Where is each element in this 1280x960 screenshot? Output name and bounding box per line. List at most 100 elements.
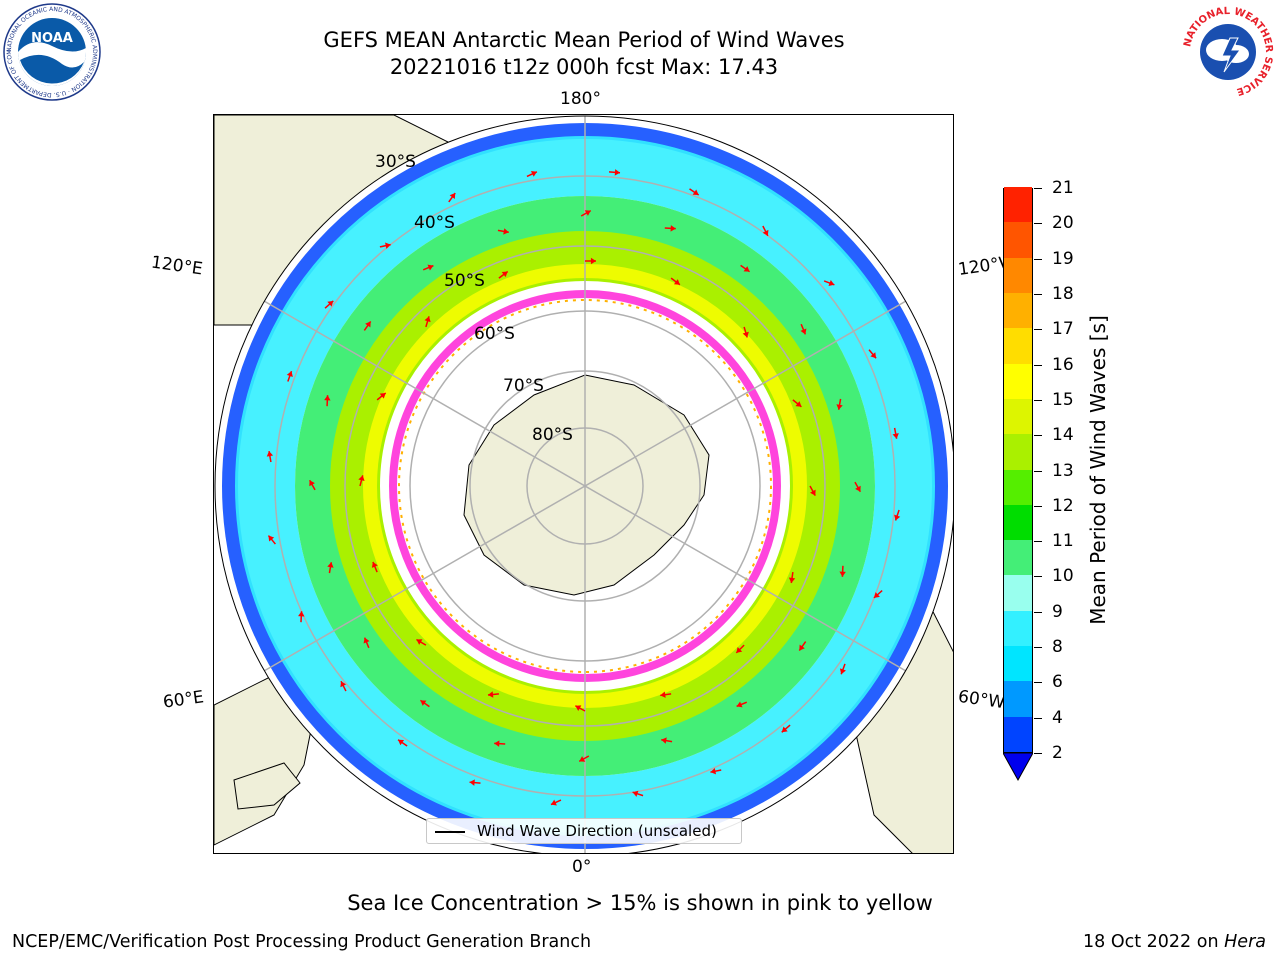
- colorbar-tick: [1034, 647, 1042, 649]
- legend-line-swatch: [435, 831, 465, 833]
- colorbar-tick-label: 12: [1052, 495, 1074, 516]
- wave-direction-arrowhead: [736, 701, 743, 708]
- wave-direction-arrowhead: [614, 169, 621, 176]
- lat-label-70s: 70°S: [503, 376, 544, 396]
- lon-label-0: 0°: [572, 857, 592, 877]
- lat-label-80s: 80°S: [532, 425, 573, 445]
- wave-direction-arrowhead: [494, 740, 500, 747]
- colorbar-segment: [1004, 221, 1032, 258]
- wave-direction-arrowhead: [873, 592, 880, 598]
- lon-label-60e: 60°E: [161, 687, 206, 713]
- lat-label-30s: 30°S: [375, 152, 416, 172]
- colorbar-segment: [1004, 680, 1032, 717]
- colorbar-segment: [1004, 257, 1032, 293]
- colorbar-segment: [1004, 398, 1032, 435]
- wave-direction-arrowhead: [839, 668, 846, 675]
- colorbar-tick-label: 15: [1052, 389, 1074, 410]
- polar-stereographic-map: [214, 115, 953, 853]
- colorbar-segment: [1004, 716, 1032, 752]
- colorbar-tick-label: 11: [1052, 531, 1074, 552]
- wave-direction-arrowhead: [371, 561, 378, 568]
- colorbar-tick: [1034, 293, 1042, 295]
- wave-direction-arrowhead: [398, 739, 405, 746]
- colorbar-segment: [1004, 292, 1032, 329]
- land-madagascar: [233, 762, 301, 810]
- wave-direction-arrowhead: [424, 316, 431, 323]
- wave-direction-arrowhead: [795, 401, 802, 407]
- wave-direction-arrowhead: [530, 170, 537, 177]
- wave-direction-arrowhead: [710, 768, 717, 775]
- polar-map-frame: [213, 114, 954, 854]
- sea-ice-note: Sea Ice Concentration > 15% is shown in …: [347, 891, 933, 915]
- run-machine: Hera: [1224, 932, 1266, 952]
- wave-direction-arrowhead: [839, 571, 846, 577]
- colorbar-tick-label: 4: [1052, 707, 1063, 728]
- run-date-text: 18 Oct 2022 on Hera: [1083, 932, 1266, 952]
- colorbar-tick: [1034, 364, 1042, 366]
- colorbar-tick: [1034, 541, 1042, 543]
- wave-direction-arrowhead: [365, 321, 371, 328]
- colorbar-segment: [1004, 327, 1032, 364]
- colorbar-segment: [1004, 433, 1032, 470]
- wave-direction-arrowhead: [363, 637, 370, 644]
- wave-direction-arrowhead: [736, 647, 743, 653]
- colorbar-segment: [1004, 186, 1032, 223]
- chart-subtitle: 20221016 t12z 000h fcst Max: 17.43: [389, 55, 779, 79]
- colorbar-tick: [1034, 576, 1042, 578]
- wave-direction-arrowhead: [632, 790, 639, 797]
- wave-direction-arrowhead: [670, 225, 676, 232]
- wave-direction-arrowhead: [324, 395, 331, 401]
- wave-direction-arrowhead: [692, 189, 699, 195]
- colorbar-segment: [1004, 469, 1032, 505]
- lat-label-60s: 60°S: [474, 324, 515, 344]
- wave-direction-arrowhead: [742, 331, 749, 338]
- wave-direction-arrowhead: [661, 737, 667, 744]
- wave-direction-arrowhead: [286, 371, 293, 377]
- colorbar-tick: [1034, 435, 1042, 437]
- wave-direction-arrowhead: [340, 681, 347, 688]
- noaa-logo: NATIONAL OCEANIC AND ATMOSPHERIC ADMINIS…: [2, 2, 101, 101]
- colorbar-tick-label: 16: [1052, 354, 1074, 375]
- wave-direction-arrowhead: [836, 404, 843, 410]
- colorbar-segment: [1004, 504, 1032, 541]
- nws-logo: NATIONAL WEATHER SERVICE: [1181, 5, 1275, 99]
- lon-label-60w: 60°W: [956, 686, 1007, 714]
- wave-direction-arrowhead: [420, 700, 427, 706]
- wave-direction-arrowhead: [268, 535, 275, 542]
- wave-direction-arrowhead: [743, 266, 750, 272]
- colorbar-segment: [1004, 363, 1032, 399]
- chart-title: GEFS MEAN Antarctic Mean Period of Wind …: [323, 28, 845, 52]
- colorbar-tick: [1034, 223, 1042, 225]
- wave-direction-arrowhead: [427, 264, 434, 271]
- wave-direction-arrowhead: [579, 756, 586, 762]
- colorbar-segment: [1004, 574, 1032, 611]
- colorbar-tick-label: 13: [1052, 460, 1074, 481]
- colorbar-label: Mean Period of Wind Waves [s]: [1086, 315, 1110, 625]
- wave-direction-arrowhead: [503, 228, 509, 235]
- lat-label-40s: 40°S: [414, 213, 455, 233]
- wave-direction-arrowhead: [358, 475, 365, 482]
- wave-direction-arrowhead: [799, 644, 805, 651]
- colorbar-tick-label: 17: [1052, 319, 1074, 340]
- colorbar-tick: [1034, 753, 1042, 754]
- colorbar-tick-label: 21: [1052, 178, 1074, 198]
- wave-direction-arrowhead: [828, 280, 835, 287]
- wave-direction-arrowhead: [416, 639, 423, 645]
- wave-direction-arrowhead: [810, 489, 816, 496]
- colorbar-tick-label: 2: [1052, 743, 1063, 763]
- wave-direction-arrowhead: [501, 271, 508, 278]
- colorbar-tick: [1034, 505, 1042, 507]
- wave-direction-arrowhead: [800, 328, 807, 335]
- wave-direction-arrowhead: [449, 193, 456, 200]
- lon-label-180: 180°: [560, 89, 601, 109]
- wave-direction-arrowhead: [469, 779, 475, 786]
- colorbar: [1003, 186, 1033, 753]
- colorbar-tick: [1034, 717, 1042, 719]
- legend-label: Wind Wave Direction (unscaled): [477, 822, 717, 840]
- colorbar-segment: [1004, 645, 1032, 682]
- wave-direction-arrowhead: [660, 691, 666, 698]
- colorbar-tick: [1034, 399, 1042, 401]
- wave-direction-arrowhead: [584, 210, 591, 216]
- colorbar-segment: [1004, 610, 1032, 647]
- wave-direction-arrowhead: [550, 799, 557, 806]
